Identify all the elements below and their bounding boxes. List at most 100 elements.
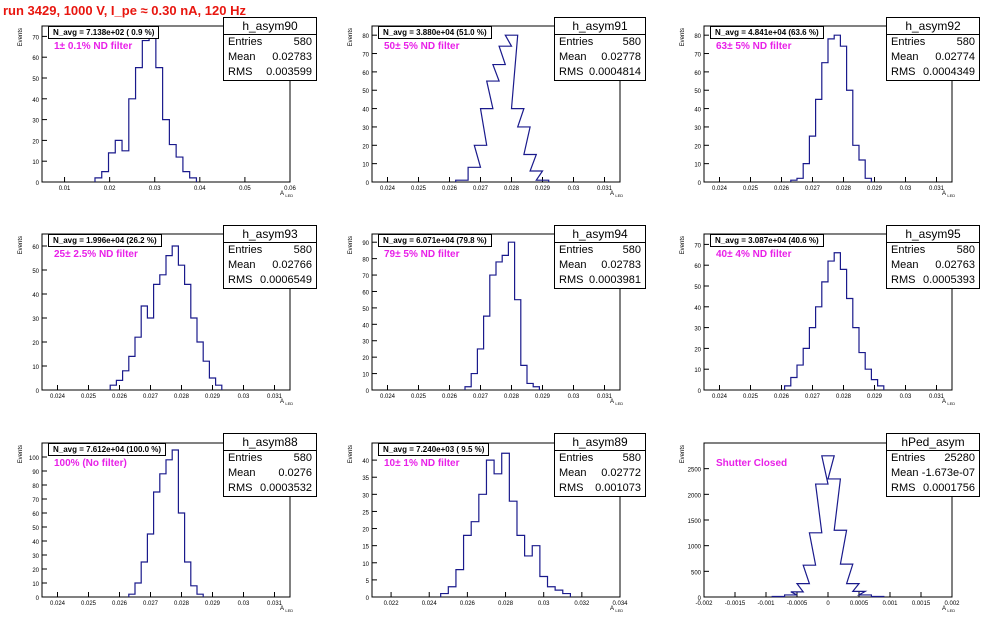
- x-tick-label: 0.031: [929, 186, 945, 192]
- histogram-bin: [172, 450, 178, 597]
- stats-key: Entries: [228, 36, 263, 48]
- y-tick-label: 50: [694, 285, 701, 291]
- histogram-bin: [129, 356, 135, 390]
- histogram-bin: [190, 178, 197, 182]
- x-tick-label: 0.029: [867, 394, 883, 400]
- histogram-bin: [156, 68, 163, 182]
- y-tick-label: 0: [366, 181, 370, 187]
- y-tick-label: 1500: [688, 519, 702, 525]
- histogram-bin: [191, 318, 197, 390]
- x-tick-label: 0.05: [239, 186, 251, 192]
- histogram-bin: [828, 261, 834, 390]
- histogram-bin: [115, 140, 122, 182]
- stats-key: Entries: [228, 452, 263, 464]
- histogram-bin: [555, 590, 563, 597]
- x-tick-label: 0.01: [59, 186, 71, 192]
- stats-key: Entries: [228, 244, 263, 256]
- x-tick-label: 0.024: [50, 601, 66, 607]
- x-tick-label: 0.025: [411, 394, 427, 400]
- y-tick-label: 50: [32, 269, 39, 275]
- y-axis-label: Events: [348, 445, 354, 463]
- histogram-bin: [548, 587, 556, 597]
- histogram-bin: [791, 180, 797, 182]
- x-tick-label: 0.03: [538, 601, 550, 607]
- stats-key: Mean: [228, 259, 256, 271]
- histogram-bin: [135, 583, 141, 597]
- y-tick-label: 35: [362, 476, 369, 482]
- stats-row-rms: RMS 0.0003981: [555, 273, 645, 288]
- y-tick-label: 10: [362, 373, 369, 379]
- histogram-name: h_asym89: [555, 434, 645, 451]
- stats-value: 0.02766: [272, 259, 312, 271]
- y-tick-label: 40: [694, 108, 701, 114]
- stats-value: 580: [293, 452, 312, 464]
- histogram-bin: [176, 157, 183, 182]
- histogram-series: [455, 34, 550, 182]
- stats-row-entries: Entries 580: [555, 451, 645, 466]
- x-tick-label: 0.024: [712, 394, 728, 400]
- y-axis-label: Events: [348, 236, 354, 254]
- x-tick-label: 0.026: [460, 601, 476, 607]
- x-tick-label: -0.002: [695, 601, 713, 607]
- stats-row-rms: RMS 0.0004814: [555, 65, 645, 80]
- histogram-bin: [563, 594, 571, 597]
- histogram-bin: [508, 242, 514, 390]
- y-tick-label: 60: [32, 245, 39, 251]
- histogram-bin: [502, 255, 508, 390]
- x-tick-label: 0.027: [143, 394, 159, 400]
- x-tick-label: 0.027: [805, 186, 821, 192]
- n-avg-label: N_avg = 7.612e+04 (100.0 %): [48, 443, 167, 456]
- stats-row-mean: Mean 0.02783: [555, 258, 645, 273]
- histogram-panel-h_asym92: 0 10 20 30 40 50 60 70 80 0.024 0.025 0.026 0.027 0.0…: [680, 25, 955, 198]
- x-tick-label: 0.028: [498, 601, 514, 607]
- x-axis-label: A LED: [942, 399, 955, 406]
- histogram-bin: [859, 160, 865, 182]
- stats-row-mean: Mean 0.02778: [555, 50, 645, 65]
- y-tick-label: 20: [694, 347, 701, 353]
- histogram-panel-h_asym88: 0 10 20 30 40 50 60 70 80 90 100 0.024 0.025 0.026 0.0…: [18, 442, 293, 613]
- stats-value: 0.0004349: [923, 66, 975, 78]
- x-tick-label: 0.026: [442, 394, 458, 400]
- x-tick-label: 0.028: [504, 394, 520, 400]
- histogram-bin: [490, 275, 496, 390]
- stats-value: 0.0276: [278, 467, 312, 479]
- histogram-bin: [859, 353, 865, 390]
- stats-row-entries: Entries 580: [224, 451, 316, 466]
- y-tick-label: 100: [29, 456, 40, 462]
- y-tick-label: 70: [32, 35, 39, 41]
- y-tick-label: 40: [32, 98, 39, 104]
- histogram-bin: [525, 556, 533, 597]
- histogram-bin: [477, 349, 483, 390]
- stats-key: Mean: [891, 467, 919, 479]
- stats-value: 0.02783: [601, 259, 641, 271]
- histogram-bin: [494, 474, 502, 597]
- histogram-bin: [822, 63, 828, 182]
- histogram-bin: [865, 178, 871, 182]
- histogram-bin: [828, 39, 834, 182]
- stats-box: h_asym94 Entries 580 Mean 0.02783 RMS 0.000398…: [554, 225, 646, 289]
- histogram-bin: [865, 369, 871, 390]
- y-tick-label: 80: [362, 34, 369, 40]
- x-tick-label: 0.03: [238, 394, 250, 400]
- x-tick-label: 0.026: [774, 394, 790, 400]
- histogram-bin: [791, 378, 797, 390]
- histogram-bin: [142, 41, 149, 182]
- histogram-bin: [154, 492, 160, 597]
- histogram-bin: [859, 595, 871, 597]
- histogram-bin: [154, 284, 160, 390]
- stats-key: Mean: [559, 259, 587, 271]
- histogram-bin: [540, 576, 548, 597]
- stats-key: RMS: [559, 482, 584, 494]
- histogram-name: hPed_asym: [887, 434, 979, 451]
- x-tick-label: 0.03: [149, 186, 161, 192]
- stats-key: RMS: [228, 274, 253, 286]
- histogram-bin: [803, 164, 809, 182]
- y-tick-label: 2000: [688, 493, 702, 499]
- histogram-bin: [136, 68, 143, 182]
- stats-value: 0.02763: [935, 259, 975, 271]
- histogram-bin: [185, 284, 191, 390]
- stats-value: 0.02778: [601, 51, 641, 63]
- y-tick-label: 30: [362, 493, 369, 499]
- x-tick-label: 0.024: [422, 601, 438, 607]
- filter-label: 79± 5% ND filter: [384, 249, 460, 260]
